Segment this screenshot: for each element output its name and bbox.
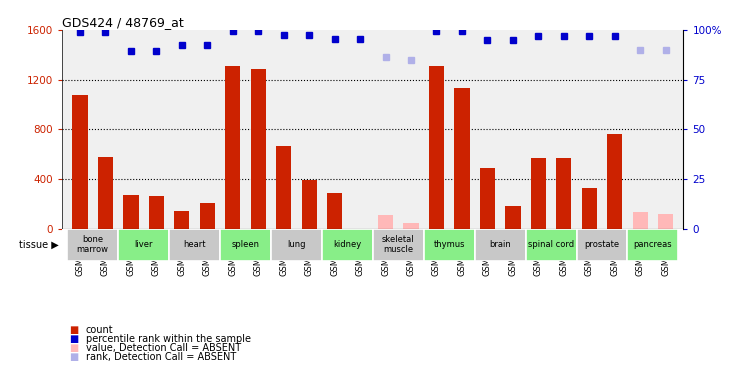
Bar [322,229,373,261]
Text: prostate: prostate [584,240,620,249]
Text: count: count [86,325,113,335]
Bar [373,229,424,261]
Text: thymus: thymus [433,240,465,249]
Text: spleen: spleen [232,240,260,249]
Text: skeletal
muscle: skeletal muscle [382,236,414,254]
Bar [404,224,419,229]
Text: value, Detection Call = ABSENT: value, Detection Call = ABSENT [86,343,240,353]
Bar [531,158,546,229]
Bar [526,229,577,261]
Text: ■: ■ [69,352,79,362]
Bar [174,211,189,229]
Bar [67,229,118,261]
Bar [169,229,220,261]
Text: ■: ■ [69,343,79,353]
Bar [276,146,292,229]
Bar [301,180,317,229]
Bar [474,229,526,261]
Bar [627,229,678,261]
Bar [378,215,393,229]
Text: kidney: kidney [333,240,361,249]
Bar [577,229,627,261]
Bar [271,229,322,261]
Text: brain: brain [489,240,511,249]
Bar [556,158,572,229]
Text: lung: lung [287,240,306,249]
Bar [72,94,88,229]
Bar [607,134,622,229]
Bar [429,66,444,229]
Bar [220,229,271,261]
Text: heart: heart [183,240,206,249]
Bar [251,69,266,229]
Text: bone
marrow: bone marrow [77,236,109,254]
Bar [454,88,469,229]
Text: liver: liver [135,240,153,249]
Bar [582,188,597,229]
Bar [658,214,673,229]
Bar [98,157,113,229]
Text: tissue ▶: tissue ▶ [19,240,58,250]
Bar [327,193,342,229]
Bar [148,196,164,229]
Bar [225,66,240,229]
Text: spinal cord: spinal cord [528,240,574,249]
Bar [505,206,520,229]
Text: GDS424 / 48769_at: GDS424 / 48769_at [62,16,184,29]
Bar [424,229,474,261]
Text: percentile rank within the sample: percentile rank within the sample [86,334,251,344]
Bar [200,202,215,229]
Bar [124,195,139,229]
Bar [632,212,648,229]
Text: ■: ■ [69,334,79,344]
Bar [404,222,419,229]
Bar [118,229,169,261]
Text: ■: ■ [69,325,79,335]
Bar [480,168,495,229]
Text: rank, Detection Call = ABSENT: rank, Detection Call = ABSENT [86,352,236,362]
Text: pancreas: pancreas [634,240,673,249]
